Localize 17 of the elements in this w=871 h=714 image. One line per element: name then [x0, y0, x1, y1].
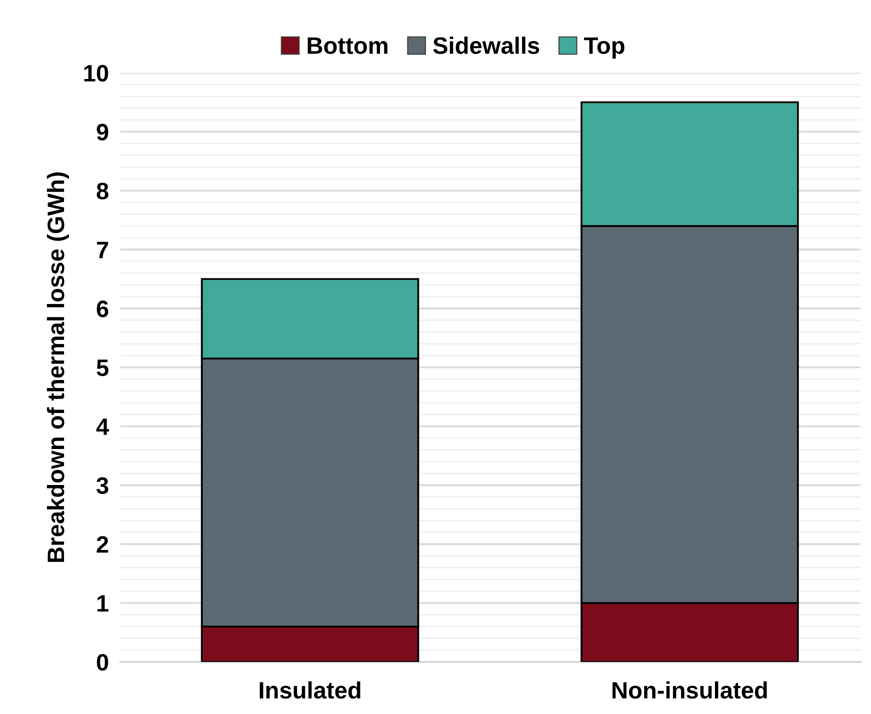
y-tick-label: 6: [96, 300, 108, 318]
y-tick-label: 9: [96, 124, 108, 141]
legend-label: Sidewalls: [433, 36, 540, 54]
y-tick-label: 5: [96, 360, 108, 376]
y-axis-title: Breakdown of thermal losse (GWh): [46, 172, 69, 562]
legend-label: Top: [584, 38, 624, 59]
y-tick-label: 3: [96, 477, 108, 494]
y-tick-label: 1: [97, 595, 108, 612]
y-tick-label: 4: [96, 418, 109, 435]
y-tick-label: 0: [96, 654, 108, 671]
y-tick-label: 8: [96, 182, 108, 200]
y-tick-label: 10: [84, 64, 108, 82]
legend-label: Bottom: [308, 38, 388, 54]
x-tick-label: Insulated: [260, 681, 360, 699]
y-tick-label: 2: [96, 536, 108, 553]
y-tick-label: 7: [96, 242, 108, 258]
x-tick-label: Non-insulated: [612, 681, 767, 699]
